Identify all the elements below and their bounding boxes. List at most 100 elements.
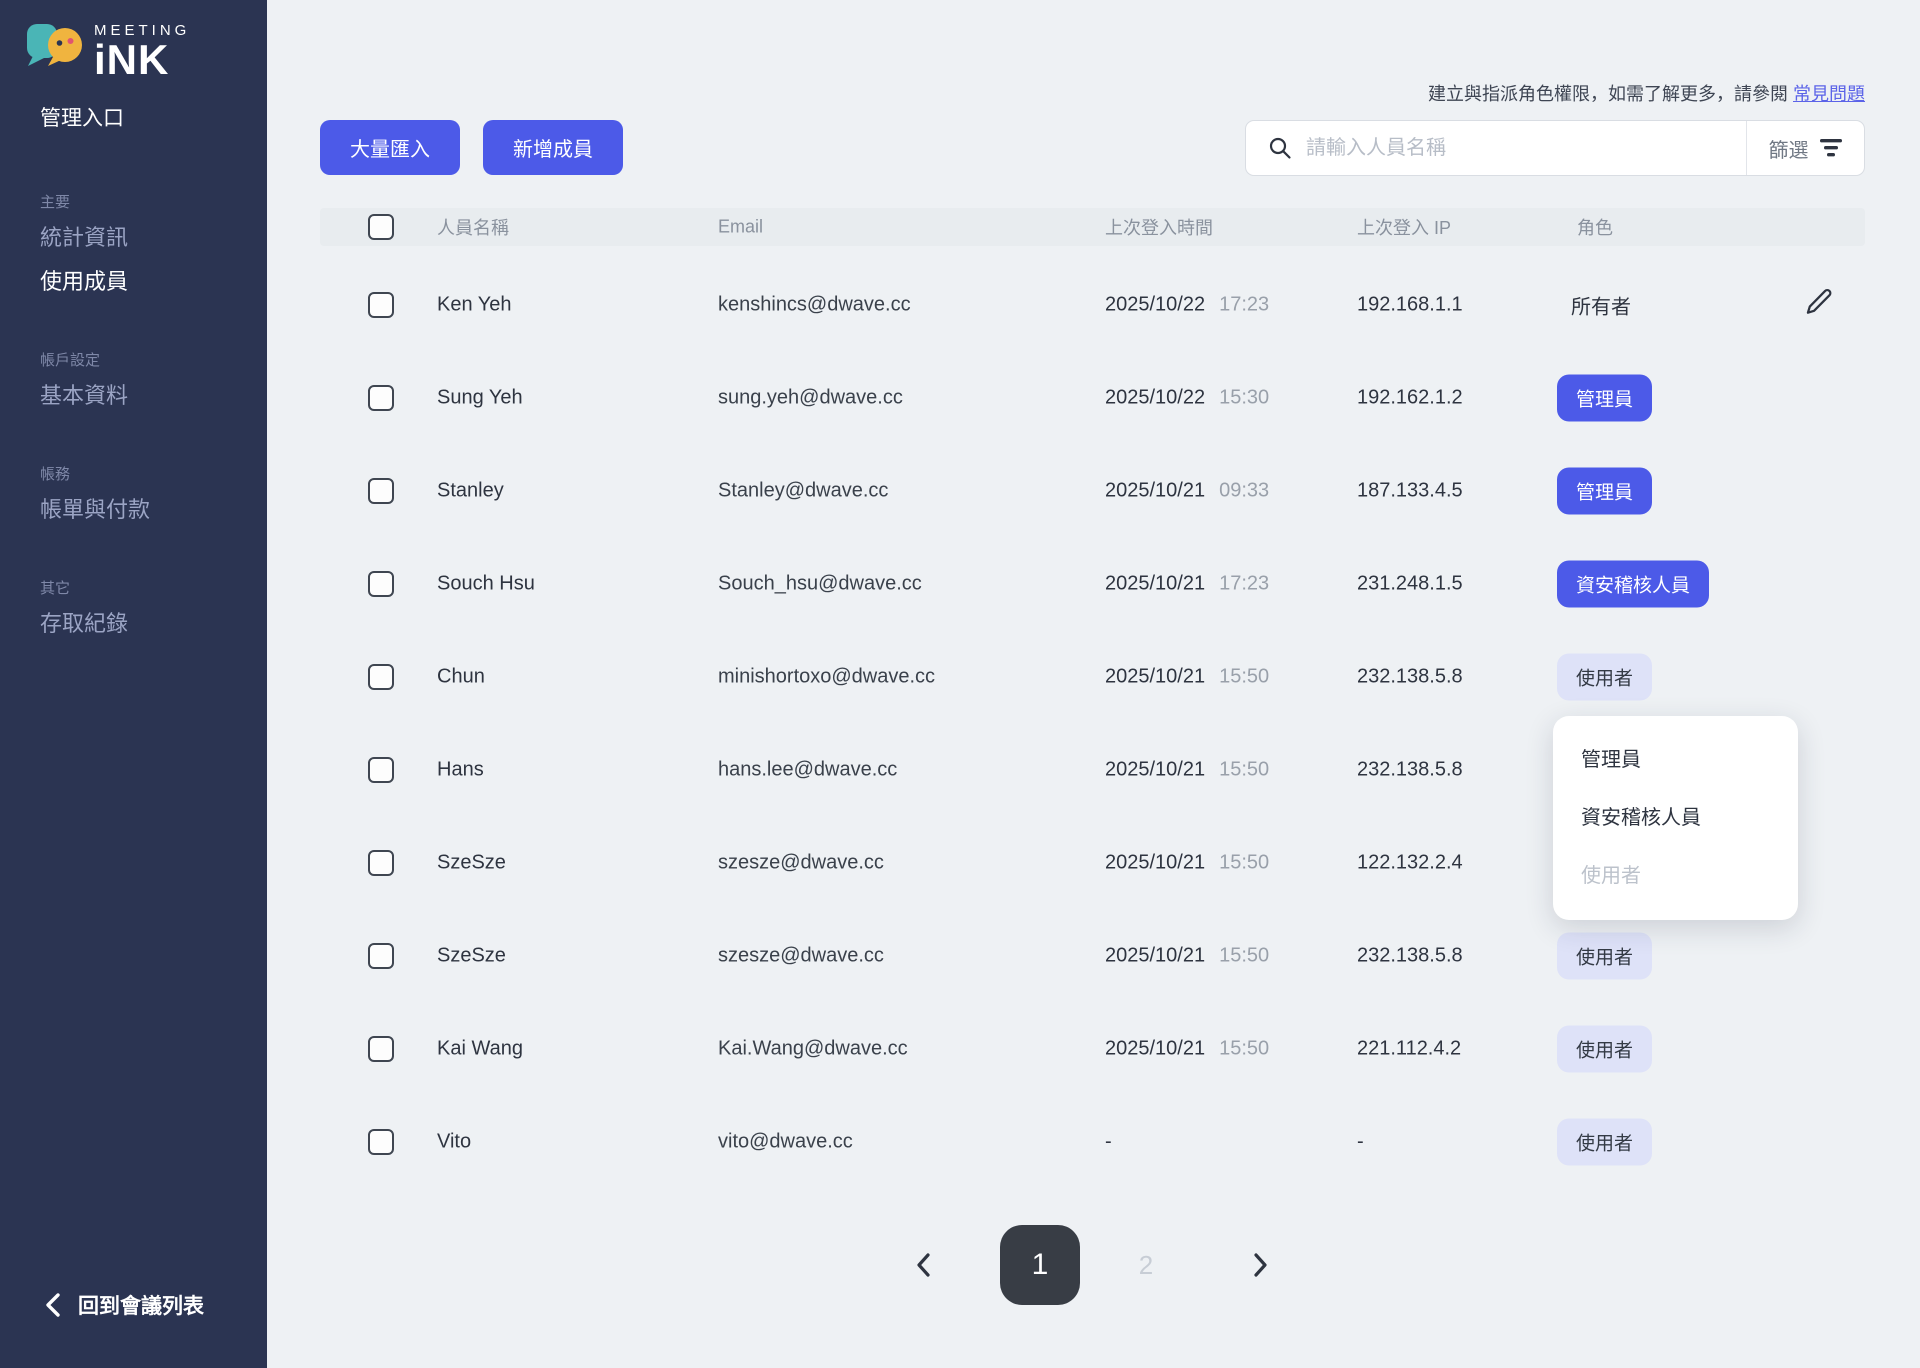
member-name: Ken Yeh	[437, 293, 512, 315]
nav-section-label: 帳戶設定	[40, 352, 101, 369]
role-dropdown-item[interactable]: 管理員	[1581, 749, 1641, 771]
last-login-time: 2025/10/22 17:23	[1105, 293, 1269, 316]
member-name: Stanley	[437, 479, 504, 501]
role-badge[interactable]: 使用者	[1557, 1025, 1653, 1072]
login-date: 2025/10/21	[1105, 665, 1206, 687]
nav-section-label: 其它	[40, 580, 71, 597]
last-login-time: 2025/10/21 15:50	[1105, 1037, 1269, 1060]
brand-ink-label: iNK	[94, 36, 170, 83]
nav-section-label: 主要	[40, 194, 71, 211]
row-checkbox[interactable]	[368, 663, 394, 690]
portal-title: 管理入口	[40, 107, 124, 130]
edit-pencil-icon[interactable]	[1803, 286, 1835, 318]
table-row: Chun minishortoxo@dwave.cc 2025/10/21 15:…	[320, 630, 1865, 723]
nav-section-label: 帳務	[40, 466, 71, 483]
member-email: szesze@dwave.cc	[718, 851, 884, 873]
last-login-time: 2025/10/21 15:50	[1105, 944, 1269, 967]
role-badge[interactable]: 使用者	[1557, 653, 1653, 700]
add-member-button[interactable]: 新增成員	[483, 120, 623, 175]
member-name: SzeSze	[437, 944, 506, 966]
row-checkbox[interactable]	[368, 384, 394, 411]
role-badge[interactable]: 使用者	[1557, 1118, 1653, 1165]
pagination-page-2[interactable]: 2	[1138, 1249, 1154, 1280]
last-login-ip: 192.162.1.2	[1357, 386, 1463, 408]
role-dropdown-item[interactable]: 資安稽核人員	[1581, 807, 1701, 829]
hint-label: 建立與指派角色權限，如需了解更多，請參閱	[1428, 84, 1793, 104]
pagination-next-button[interactable]	[1241, 1245, 1281, 1285]
role-badge[interactable]: 管理員	[1557, 467, 1653, 514]
column-header-name: 人員名稱	[437, 218, 509, 238]
row-checkbox[interactable]	[368, 942, 394, 969]
sidebar-item-link[interactable]: 帳單與付款	[40, 497, 151, 522]
column-header-email: Email	[718, 216, 764, 237]
sidebar-item-active[interactable]: 使用成員	[40, 269, 129, 294]
pagination-prev-button[interactable]	[903, 1245, 943, 1285]
last-login-time: 2025/10/21 09:33	[1105, 479, 1269, 502]
member-role-cell: 管理員	[1557, 467, 1653, 514]
login-date: -	[1105, 1130, 1112, 1152]
select-all-checkbox[interactable]	[368, 214, 394, 240]
sidebar-item-link[interactable]: 存取紀錄	[40, 611, 129, 636]
row-checkbox[interactable]	[368, 1035, 394, 1062]
login-clock: 17:23	[1219, 293, 1270, 315]
login-date: 2025/10/21	[1105, 479, 1206, 501]
member-email: sung.yeh@dwave.cc	[718, 386, 903, 408]
table-row: Souch Hsu Souch_hsu@dwave.cc 2025/10/21 1…	[320, 537, 1865, 630]
brand-logo: MEETING iNK	[24, 16, 190, 81]
sidebar-nav: 主要統計資訊使用成員帳戶設定基本資料帳務帳單與付款其它存取紀錄	[0, 191, 267, 639]
row-checkbox[interactable]	[368, 849, 394, 876]
login-clock: 09:33	[1219, 479, 1270, 501]
login-clock: 15:50	[1219, 665, 1270, 687]
bulk-import-button[interactable]: 大量匯入	[320, 120, 460, 175]
last-login-time: 2025/10/21 17:23	[1105, 572, 1269, 595]
last-login-ip: 221.112.4.2	[1357, 1037, 1462, 1059]
row-checkbox[interactable]	[368, 477, 394, 504]
role-dropdown-item: 使用者	[1581, 865, 1641, 887]
last-login-time: 2025/10/21 15:50	[1105, 851, 1269, 874]
login-date: 2025/10/22	[1105, 386, 1206, 408]
member-email: kenshincs@dwave.cc	[718, 293, 911, 315]
brand-meeting-label: MEETING	[94, 22, 191, 39]
last-login-ip: 187.133.4.5	[1357, 479, 1463, 501]
role-badge[interactable]: 資安稽核人員	[1557, 560, 1710, 607]
last-login-time: -	[1105, 1130, 1126, 1153]
column-header-last-login-ip: 上次登入 IP	[1357, 218, 1452, 238]
member-role-cell: 使用者	[1557, 932, 1653, 979]
row-checkbox[interactable]	[368, 291, 394, 318]
member-email: minishortoxo@dwave.cc	[718, 665, 936, 687]
role-badge[interactable]: 管理員	[1557, 374, 1653, 421]
table-row: SzeSze szesze@dwave.cc 2025/10/21 15:50 1…	[320, 816, 1865, 909]
login-clock: 15:50	[1219, 758, 1270, 780]
table-header-row: 人員名稱 Email 上次登入時間 上次登入 IP 角色	[320, 208, 1865, 246]
pagination-page-1[interactable]: 1	[1000, 1225, 1080, 1305]
row-checkbox[interactable]	[368, 570, 394, 597]
sidebar: MEETING iNK 管理入口 主要統計資訊使用成員帳戶設定基本資料帳務帳單與…	[0, 0, 267, 1368]
sidebar-item-link[interactable]: 基本資料	[40, 383, 129, 408]
role-badge[interactable]: 使用者	[1557, 932, 1653, 979]
last-login-ip: 231.248.1.5	[1357, 572, 1463, 594]
login-date: 2025/10/21	[1105, 944, 1206, 966]
row-checkbox[interactable]	[368, 1128, 394, 1155]
sidebar-item-link[interactable]: 統計資訊	[40, 225, 129, 250]
last-login-ip: 232.138.5.8	[1357, 944, 1463, 966]
login-date: 2025/10/21	[1105, 758, 1206, 780]
search-input[interactable]	[1306, 121, 1746, 175]
member-email: vito@dwave.cc	[718, 1130, 853, 1152]
filter-label: 篩選	[1768, 139, 1809, 162]
filter-icon	[1819, 139, 1842, 157]
back-to-meeting-list[interactable]: 回到會議列表	[44, 1290, 204, 1320]
login-date: 2025/10/21	[1105, 1037, 1206, 1059]
member-role-cell: 資安稽核人員	[1557, 560, 1710, 607]
member-name: SzeSze	[437, 851, 506, 873]
faq-link[interactable]: 常見問題	[1793, 84, 1865, 104]
chevron-left-icon	[46, 1293, 60, 1317]
login-clock: 17:23	[1219, 572, 1270, 594]
role-dropdown-menu: 管理員資安稽核人員 使用者	[1553, 716, 1798, 920]
member-role-cell: 使用者	[1557, 1025, 1653, 1072]
row-checkbox[interactable]	[368, 756, 394, 783]
table-row: Sung Yeh sung.yeh@dwave.cc 2025/10/22 15:…	[320, 351, 1865, 444]
filter-button[interactable]: 篩選	[1746, 121, 1864, 175]
member-role-cell: 所有者	[1557, 290, 1631, 319]
last-login-ip: -	[1357, 1130, 1364, 1152]
member-role-cell: 使用者	[1557, 653, 1653, 700]
